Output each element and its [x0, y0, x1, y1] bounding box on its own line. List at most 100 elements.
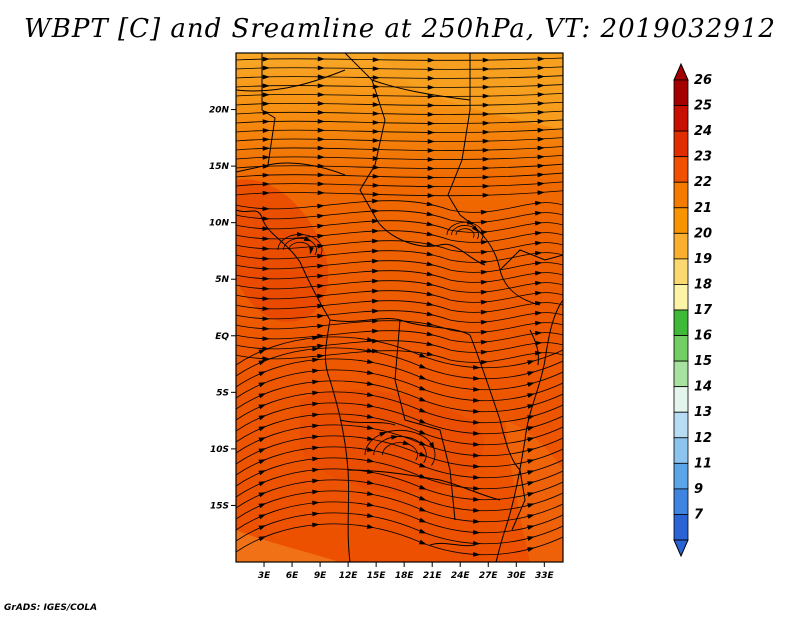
colorbar-label: 12	[694, 431, 712, 446]
streamline-arrow	[258, 459, 267, 465]
streamline-arrow	[317, 213, 325, 219]
streamline-arrow	[317, 136, 325, 142]
colorbar-swatch	[673, 130, 689, 158]
streamline-arrow	[366, 414, 375, 419]
streamline-arrow	[473, 529, 481, 535]
streamline-arrow	[418, 451, 427, 457]
streamline-arrow	[482, 129, 490, 135]
streamline-arrow	[418, 363, 427, 369]
streamline-arrow	[312, 500, 320, 506]
streamline-arrow	[537, 181, 545, 187]
streamline-arrow	[537, 101, 545, 106]
streamline-arrow	[527, 459, 535, 464]
streamline-arrow	[482, 66, 490, 72]
colorbar-label: 23	[694, 150, 712, 165]
streamline-arrow	[372, 102, 380, 107]
streamline-arrow	[258, 426, 267, 432]
streamline-arrow	[309, 246, 314, 255]
colorbar-label: 15	[694, 354, 712, 369]
streamline	[236, 300, 563, 313]
streamline-arrow	[258, 514, 267, 520]
streamline-arrow	[262, 266, 270, 272]
streamline-arrow	[418, 440, 427, 446]
streamline-arrow	[372, 111, 380, 116]
streamline-arrow	[317, 181, 325, 187]
colorbar-label: 11	[694, 456, 712, 471]
streamline	[236, 330, 563, 343]
streamline-arrow	[473, 518, 481, 524]
streamline-arrow	[262, 163, 270, 169]
colorbar-label: 7	[694, 507, 704, 522]
streamline-arrow	[426, 321, 435, 327]
streamline-arrow	[418, 506, 427, 512]
streamline-arrow	[471, 225, 479, 233]
streamline-arrow	[258, 481, 267, 487]
streamline-arrow	[527, 360, 535, 365]
streamline-arrow	[473, 474, 481, 480]
streamline	[236, 347, 563, 380]
streamline-arrow	[418, 407, 427, 413]
streamline-arrow	[480, 269, 489, 275]
streamline-arrow	[537, 145, 545, 151]
streamline-arrow	[427, 148, 435, 153]
streamline-arrow	[426, 201, 435, 207]
streamline	[236, 369, 563, 402]
streamline-arrow	[297, 232, 305, 237]
streamline	[236, 358, 563, 391]
streamline-arrow	[527, 514, 535, 519]
streamline-arrow	[418, 528, 427, 534]
streamline-arrow	[534, 330, 543, 336]
lon-tick-label: 33E	[535, 571, 555, 581]
colorbar-swatch	[673, 232, 689, 260]
streamline-arrow	[426, 261, 435, 267]
streamline-arrow	[527, 503, 535, 508]
streamline-arrow	[480, 209, 489, 215]
streamline-arrow	[372, 228, 380, 234]
streamline-arrow	[418, 517, 427, 523]
streamline-arrow	[534, 270, 543, 276]
streamline-arrow	[427, 166, 435, 171]
colorbar-swatch	[673, 462, 689, 490]
streamline-arrow	[426, 301, 435, 307]
streamline-arrow	[317, 233, 325, 239]
streamline-arrow	[312, 511, 320, 517]
streamline-arrow	[372, 218, 380, 224]
streamline-arrow	[372, 328, 380, 334]
colorbar-label: 20	[694, 226, 712, 241]
streamline-arrow	[366, 513, 375, 518]
streamline-arrow	[473, 386, 481, 392]
streamline-arrow	[534, 260, 543, 266]
colorbar-swatch	[673, 284, 689, 311]
streamline-arrow	[366, 425, 375, 430]
streamline-arrow	[473, 551, 481, 557]
streamline-arrow	[372, 248, 380, 254]
streamline-arrow	[372, 173, 380, 179]
streamline-arrow	[537, 190, 545, 196]
streamline-arrow	[312, 335, 320, 341]
streamline-arrow	[427, 57, 435, 63]
streamline	[455, 228, 475, 238]
streamline	[236, 501, 563, 534]
streamline-arrow	[534, 350, 543, 356]
colorbar-swatch	[673, 207, 689, 234]
colorbar-swatch	[673, 181, 689, 209]
streamline-arrow	[480, 239, 489, 245]
streamline	[236, 290, 563, 303]
lon-tick-label: 27E	[479, 571, 499, 581]
colorbar: 26 25 24 23 22 21 20 19 18 17 16 15 14 13 12 11 9 7	[673, 62, 713, 558]
streamline	[364, 429, 436, 466]
streamline-arrow	[537, 163, 545, 169]
streamline-arrow	[480, 339, 489, 345]
streamline-arrow	[317, 353, 325, 359]
streamline-arrow	[312, 478, 320, 484]
streamline-arrow	[317, 154, 325, 160]
streamline-arrow	[262, 306, 270, 312]
streamline-arrow	[262, 146, 270, 151]
streamline-arrow	[312, 368, 320, 374]
streamline-arrow	[262, 216, 270, 222]
streamline-arrow	[262, 206, 270, 212]
longitude-ticks: 3E 6E 9E 12E 15E 18E 21E 24E 27E 30E 33E	[258, 562, 555, 581]
streamline-arrow	[317, 223, 325, 229]
colorbar-label: 25	[694, 99, 712, 114]
